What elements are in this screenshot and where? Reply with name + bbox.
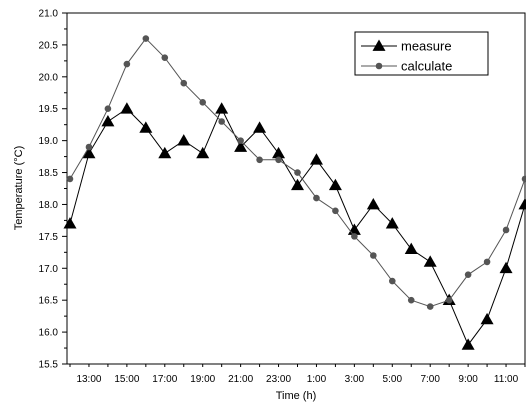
- calculate-point: [104, 105, 112, 113]
- measure-point: [499, 261, 513, 274]
- measure-point: [366, 197, 380, 210]
- measure-point: [120, 102, 134, 114]
- y-tick-label: 19.0: [39, 136, 59, 147]
- measure-point: [328, 178, 342, 191]
- measure-point: [309, 153, 323, 165]
- measure-point: [82, 146, 96, 159]
- measure-point: [272, 146, 286, 159]
- calculate-point: [464, 271, 472, 278]
- legend-entry-measure: measure: [361, 39, 452, 54]
- x-tick-label: 23:00: [266, 374, 291, 385]
- x-tick-label: 7:00: [420, 374, 440, 385]
- y-tick-label: 20.5: [39, 40, 59, 51]
- calculate-point: [161, 54, 169, 61]
- calculate-point: [199, 99, 207, 106]
- y-axis: 15.5 16.0 16.5 17.0 17.5 18.0 18.5 19.0 19.5 20.0…: [39, 9, 67, 371]
- calculate-point: [445, 296, 453, 304]
- calculate-point: [407, 296, 415, 304]
- measure-point: [423, 255, 437, 267]
- measure-point: [253, 121, 267, 133]
- measure-point: [461, 338, 475, 350]
- x-tick-label: 13:00: [76, 374, 101, 385]
- measure-point: [215, 102, 229, 114]
- x-axis: 13:00 15:00 17:00 19:00 21:00 23:00 1:00 3:00 5:…: [69, 364, 526, 385]
- calculate-point: [388, 277, 396, 285]
- measure-point: [234, 140, 248, 152]
- legend-marker-calculate: [375, 62, 383, 70]
- y-tick-label: 19.5: [39, 104, 59, 115]
- x-tick-label: 1:00: [307, 374, 327, 385]
- legend-label-measure: measure: [401, 39, 452, 54]
- x-tick-label: 3:00: [345, 374, 365, 385]
- series-line-measure: [69, 107, 526, 346]
- y-tick-label: 17.0: [39, 264, 59, 275]
- legend: measure calculate: [354, 31, 489, 76]
- calculate-point: [502, 226, 510, 234]
- measure-point: [480, 312, 494, 325]
- calculate-point: [275, 156, 282, 164]
- calculate-point: [313, 194, 320, 202]
- x-tick-label: 19:00: [190, 374, 215, 385]
- x-axis-title: Time (h): [276, 390, 317, 402]
- y-tick-label: 15.5: [39, 360, 59, 371]
- measure-point: [291, 178, 304, 191]
- x-tick-label: 17:00: [152, 374, 177, 385]
- measure-point: [139, 121, 153, 133]
- y-tick-label: 16.5: [39, 296, 59, 307]
- calculate-point: [521, 175, 526, 183]
- series-calculate: [66, 35, 526, 310]
- calculate-point: [294, 169, 301, 176]
- y-tick-label: 18.0: [39, 200, 59, 211]
- calculate-point: [483, 258, 491, 266]
- calculate-point: [256, 156, 263, 164]
- x-tick-label: 15:00: [114, 374, 139, 385]
- x-tick-label: 5:00: [383, 374, 403, 385]
- legend-entry-calculate: calculate: [361, 59, 452, 74]
- y-tick-label: 18.5: [39, 168, 59, 179]
- y-tick-label: 20.0: [39, 72, 59, 83]
- calculate-point: [351, 233, 358, 240]
- measure-point: [158, 146, 172, 159]
- y-tick-label: 17.5: [39, 232, 59, 243]
- y-tick-label: 16.0: [39, 328, 59, 339]
- measure-point: [101, 114, 115, 127]
- x-tick-label: 21:00: [228, 374, 253, 385]
- measure-point: [518, 197, 526, 210]
- calculate-point: [85, 143, 93, 151]
- x-tick-label: 9:00: [458, 374, 478, 385]
- measure-point: [177, 134, 191, 146]
- y-axis-title: Temperature (°C): [13, 146, 25, 230]
- calculate-point: [180, 79, 188, 87]
- measure-point: [385, 217, 399, 229]
- measure-point: [63, 217, 77, 229]
- series-layer: [63, 35, 526, 350]
- calculate-point: [142, 35, 150, 42]
- y-tick-label: 21.0: [39, 9, 59, 20]
- calculate-point: [218, 118, 225, 125]
- legend-marker-measure: [372, 39, 386, 51]
- calculate-point: [123, 60, 131, 68]
- calculate-point: [332, 207, 339, 215]
- measure-point: [196, 146, 210, 159]
- series-measure: [63, 102, 526, 350]
- calculate-point: [426, 303, 434, 310]
- x-tick-label: 11:00: [494, 374, 519, 385]
- calculate-point: [370, 252, 377, 259]
- calculate-point: [237, 137, 244, 144]
- measure-point: [404, 242, 418, 255]
- legend-label-calculate: calculate: [401, 59, 452, 74]
- calculate-point: [66, 175, 74, 183]
